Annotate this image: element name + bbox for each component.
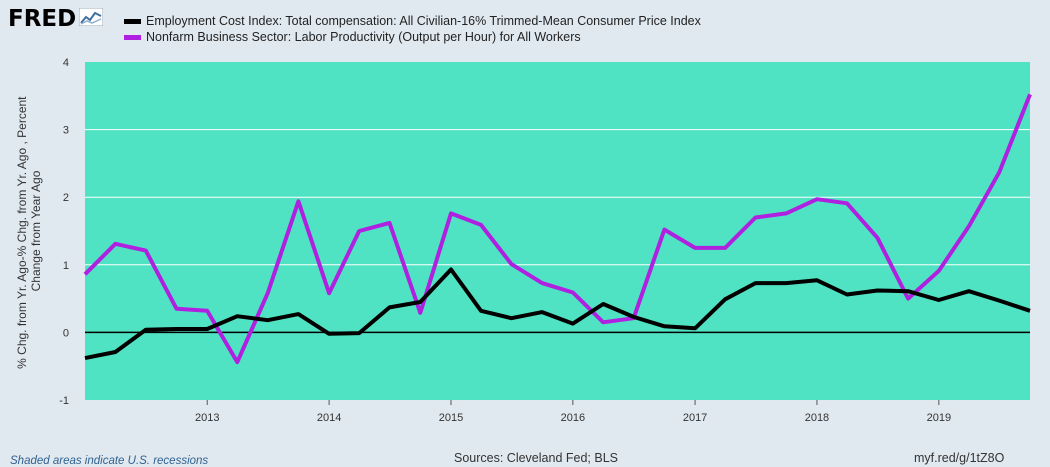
x-tick-label: 2014: [317, 412, 341, 424]
short-url-link[interactable]: myf.red/g/1tZ8O: [914, 451, 1005, 465]
sources-text: Sources: Cleveland Fed; BLS: [454, 451, 618, 465]
y-tick-label: 0: [63, 327, 69, 339]
x-tick-label: 2019: [927, 412, 951, 424]
legend-entry-series-1: Employment Cost Index: Total compensatio…: [124, 13, 701, 29]
x-tick-label: 2015: [439, 412, 463, 424]
gridlines: [85, 129, 1030, 266]
legend-label-series-2: Nonfarm Business Sector: Labor Productiv…: [146, 30, 581, 44]
y-tick-label: -1: [59, 395, 69, 407]
y-axis-title-line-1: % Chg. from Yr. Ago-% Chg. from Yr. Ago …: [15, 96, 29, 369]
y-axis-title-line-2: Change from Year Ago: [29, 170, 43, 291]
y-tick-label: 3: [63, 125, 69, 137]
chart-legend: Employment Cost Index: Total compensatio…: [124, 13, 701, 45]
chart-header: FRED Employment Cost Index: Total compen…: [0, 0, 1050, 50]
logo-text: FRED: [8, 6, 77, 32]
legend-label-series-1: Employment Cost Index: Total compensatio…: [146, 14, 701, 28]
x-tick-label: 2017: [683, 412, 707, 424]
x-tick-label: 2016: [561, 412, 585, 424]
y-tick-label: 1: [63, 260, 69, 272]
legend-swatch-series-1: [124, 18, 141, 24]
series-line-1: [84, 267, 1031, 361]
y-tick-label: 4: [63, 57, 69, 69]
plot-area: [85, 62, 1030, 400]
x-tick-label: 2018: [805, 412, 829, 424]
recessions-note: Shaded areas indicate U.S. recessions: [10, 455, 209, 467]
series-layer: [83, 93, 1032, 365]
x-axis-ticks: 2013 2014 2015 2016 2017 2018 2019: [195, 400, 951, 424]
y-tick-label: 2: [63, 192, 69, 204]
series-line-2: [83, 93, 1032, 365]
legend-swatch-series-2: [124, 34, 141, 40]
y-axis-title: % Chg. from Yr. Ago-% Chg. from Yr. Ago …: [15, 93, 43, 369]
legend-entry-series-2: Nonfarm Business Sector: Labor Productiv…: [124, 29, 701, 45]
x-tick-label: 2013: [195, 412, 219, 424]
y-axis-ticks: -1 0 1 2 3 4: [59, 57, 69, 407]
